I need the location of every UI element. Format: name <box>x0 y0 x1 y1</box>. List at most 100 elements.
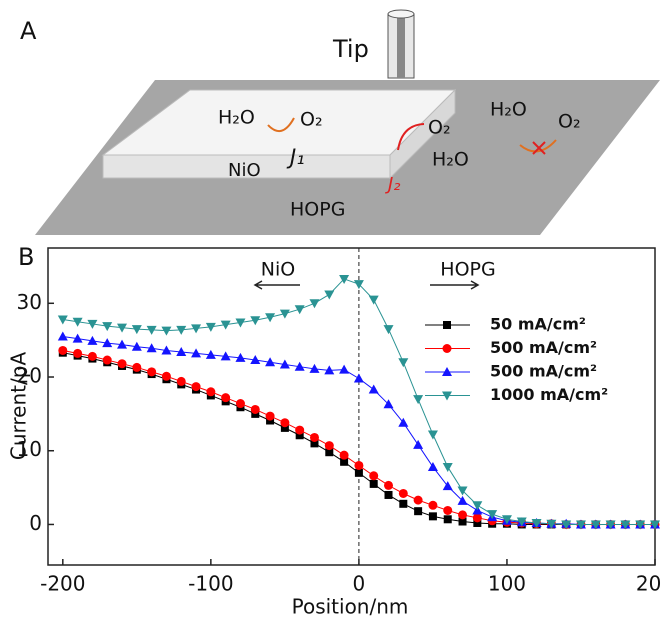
y-tick-label: 30 <box>17 290 42 314</box>
point <box>413 395 424 405</box>
point <box>650 520 660 530</box>
point <box>472 513 482 523</box>
annotation-arrow <box>430 280 480 290</box>
point <box>176 325 187 335</box>
point <box>220 351 231 361</box>
point <box>279 309 290 319</box>
point <box>176 376 186 386</box>
point <box>442 481 453 491</box>
chem-label: O₂ <box>558 111 581 133</box>
x-tick-label: -100 <box>188 572 233 596</box>
y-tick-label: 0 <box>29 511 42 535</box>
point <box>310 439 319 448</box>
x-tick-label: 100 <box>488 572 526 596</box>
point <box>57 315 68 325</box>
point <box>87 319 98 329</box>
plot-frame <box>47 247 656 566</box>
chem-label: H₂O <box>432 149 469 171</box>
point <box>265 411 275 421</box>
point <box>368 295 379 305</box>
point <box>205 322 216 332</box>
point <box>516 517 527 527</box>
point <box>294 305 305 315</box>
chem-label: H₂O <box>218 107 255 129</box>
point <box>280 418 290 428</box>
point <box>384 490 393 499</box>
point <box>221 393 231 403</box>
point <box>428 500 438 510</box>
legend-label: 50 mA/cm² <box>490 315 586 334</box>
x-tick-label: -200 <box>40 572 85 596</box>
legend-item: 50 mA/cm² <box>425 315 586 334</box>
point <box>250 355 261 365</box>
point <box>428 512 437 521</box>
x-tick-label: 0 <box>353 572 366 596</box>
point <box>102 355 112 365</box>
point <box>353 373 364 383</box>
legend-item: 1000 mA/cm² <box>425 385 608 404</box>
point <box>265 357 276 367</box>
point <box>102 322 113 332</box>
point <box>324 441 334 451</box>
point <box>280 423 289 432</box>
chem-label: H₂O <box>490 99 527 121</box>
point <box>279 359 290 369</box>
x-axis-title: Position/nm <box>292 595 409 619</box>
point <box>161 345 172 355</box>
point <box>57 331 68 341</box>
legend-label: 500 mA/cm² <box>490 362 597 381</box>
point <box>250 316 261 326</box>
point <box>102 338 113 348</box>
point <box>458 517 467 526</box>
point <box>73 348 83 358</box>
point <box>161 371 171 381</box>
point <box>309 432 319 442</box>
point <box>87 335 98 345</box>
point <box>590 520 601 530</box>
legend-marker <box>442 391 452 401</box>
point <box>605 520 616 530</box>
legend-label: 500 mA/cm² <box>490 338 597 357</box>
legend-marker <box>442 367 452 376</box>
point <box>295 431 304 440</box>
tip-label: Tip <box>332 35 369 63</box>
point <box>575 520 586 530</box>
point <box>146 325 157 335</box>
point <box>146 343 157 353</box>
reaction-arrow <box>267 117 295 133</box>
point <box>398 417 409 427</box>
point <box>354 460 364 470</box>
point <box>383 325 394 335</box>
tip-top <box>387 9 415 19</box>
point <box>87 351 97 361</box>
point <box>398 488 408 498</box>
annotation: HOPG <box>440 259 495 281</box>
point <box>414 507 423 516</box>
point <box>369 471 379 481</box>
reaction-arrow <box>519 139 557 153</box>
blocked-mark <box>532 141 546 155</box>
point <box>531 518 542 528</box>
legend-label: 1000 mA/cm² <box>490 385 608 404</box>
point <box>340 457 349 466</box>
film-label: NiO <box>228 160 261 181</box>
point <box>353 280 364 290</box>
point <box>473 518 482 527</box>
nio-side <box>389 88 456 180</box>
point <box>457 495 468 505</box>
point <box>383 399 394 409</box>
point <box>339 274 350 284</box>
point <box>339 364 350 374</box>
point <box>384 480 394 490</box>
point <box>117 339 128 349</box>
point <box>339 450 349 460</box>
point <box>369 479 378 488</box>
point <box>457 486 468 496</box>
point <box>117 323 128 333</box>
point <box>309 299 320 309</box>
point <box>235 352 246 362</box>
point <box>501 515 512 525</box>
point <box>191 382 201 392</box>
point <box>131 325 142 335</box>
